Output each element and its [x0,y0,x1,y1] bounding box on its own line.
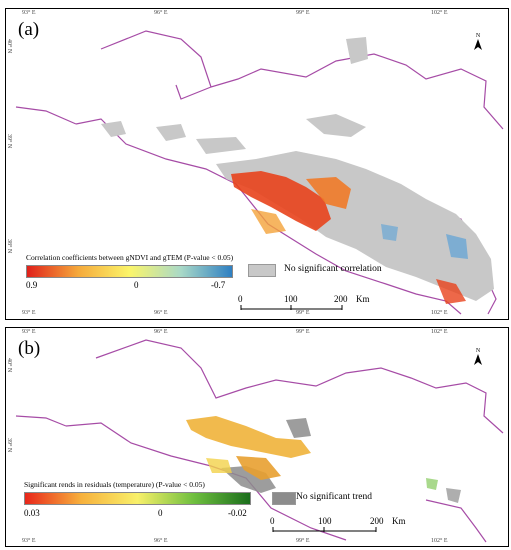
no-significant-patch [306,114,366,137]
negative-correlation-area [446,234,468,259]
tick-bottom: 102° E [431,538,448,544]
north-arrow-icon [474,39,482,50]
no-significant-patch [156,124,186,141]
legend-title: Correlation coefficients between gNDVI a… [26,253,234,262]
legend-title: Significant rends in residuals (temperat… [24,480,205,489]
positive-correlation-area [251,209,286,234]
scale-label: 200 [334,294,348,304]
no-significant-patch [101,121,126,137]
north-label: N [475,33,481,39]
panel-label: (a) [18,19,40,40]
tick-bottom: 102° E [431,310,448,316]
positive-trend-area [206,458,232,473]
tick-left: 38° N [6,239,12,254]
no-significant-swatch [248,264,276,277]
tick-top: 102° E [431,329,448,335]
ramp-min-label: 0.9 [26,280,38,290]
tick-top: 93° E [22,329,36,335]
ramp-min-label: 0.03 [24,508,40,518]
color-ramp [24,492,251,505]
scale-label: 200 [370,516,384,526]
tick-left: 39° N [6,438,12,453]
ramp-max-label: -0.02 [228,508,247,518]
north-arrow: N [472,33,484,53]
scale-label: 100 [318,516,332,526]
no-significant-label: No significant correlation [284,264,382,274]
tick-top: 96° E [154,10,168,16]
tick-left: 40° N [6,358,12,373]
panel-label: (b) [18,338,41,359]
positive-trend-area [186,416,311,458]
map-canvas-a [15,30,504,315]
scale-bar [240,305,343,310]
scale-label: 100 [284,294,298,304]
tick-bottom: 99° E [296,538,310,544]
map-panel-a: 93° E 96° E 99° E 102° E 93° E 96° E 99°… [5,8,509,320]
north-arrow-icon [474,354,482,365]
tick-top: 96° E [154,329,168,335]
negative-trend-area [426,478,438,490]
map-panel-b: 93° E 96° E 99° E 102° E 93° E 96° E 99°… [5,327,509,547]
tick-left: 40° N [6,39,12,54]
tick-bottom: 93° E [22,310,36,316]
tick-bottom: 93° E [22,538,36,544]
north-label: N [475,348,481,354]
tick-bottom: 99° E [296,310,310,316]
positive-correlation-area [436,279,466,304]
scale-label: 0 [238,294,243,304]
tick-top: 99° E [296,329,310,335]
positive-correlation-area [306,177,351,209]
no-significant-label: No significant trend [296,492,372,502]
no-significant-area [286,418,311,438]
map-canvas-b [15,339,504,543]
no-significant-swatch [272,492,296,505]
scale-label: Km [356,294,370,304]
tick-top: 93° E [22,10,36,16]
ramp-mid-label: 0 [158,508,163,518]
tick-top: 102° E [431,10,448,16]
no-significant-area [446,488,461,503]
scale-label: 0 [270,516,275,526]
tick-bottom: 96° E [154,538,168,544]
no-significant-patch [196,137,246,154]
scale-label: Km [392,516,406,526]
tick-left: 39° N [6,134,12,149]
tick-top: 99° E [296,10,310,16]
ramp-mid-label: 0 [134,280,139,290]
tick-bottom: 96° E [154,310,168,316]
color-ramp [26,265,233,278]
north-arrow: N [472,348,484,368]
positive-correlation-area [231,171,331,231]
scale-bar [272,527,377,532]
positive-trend-area [236,456,281,480]
negative-correlation-area [381,224,398,241]
ramp-max-label: -0.7 [211,280,226,290]
no-significant-patch [346,37,368,64]
